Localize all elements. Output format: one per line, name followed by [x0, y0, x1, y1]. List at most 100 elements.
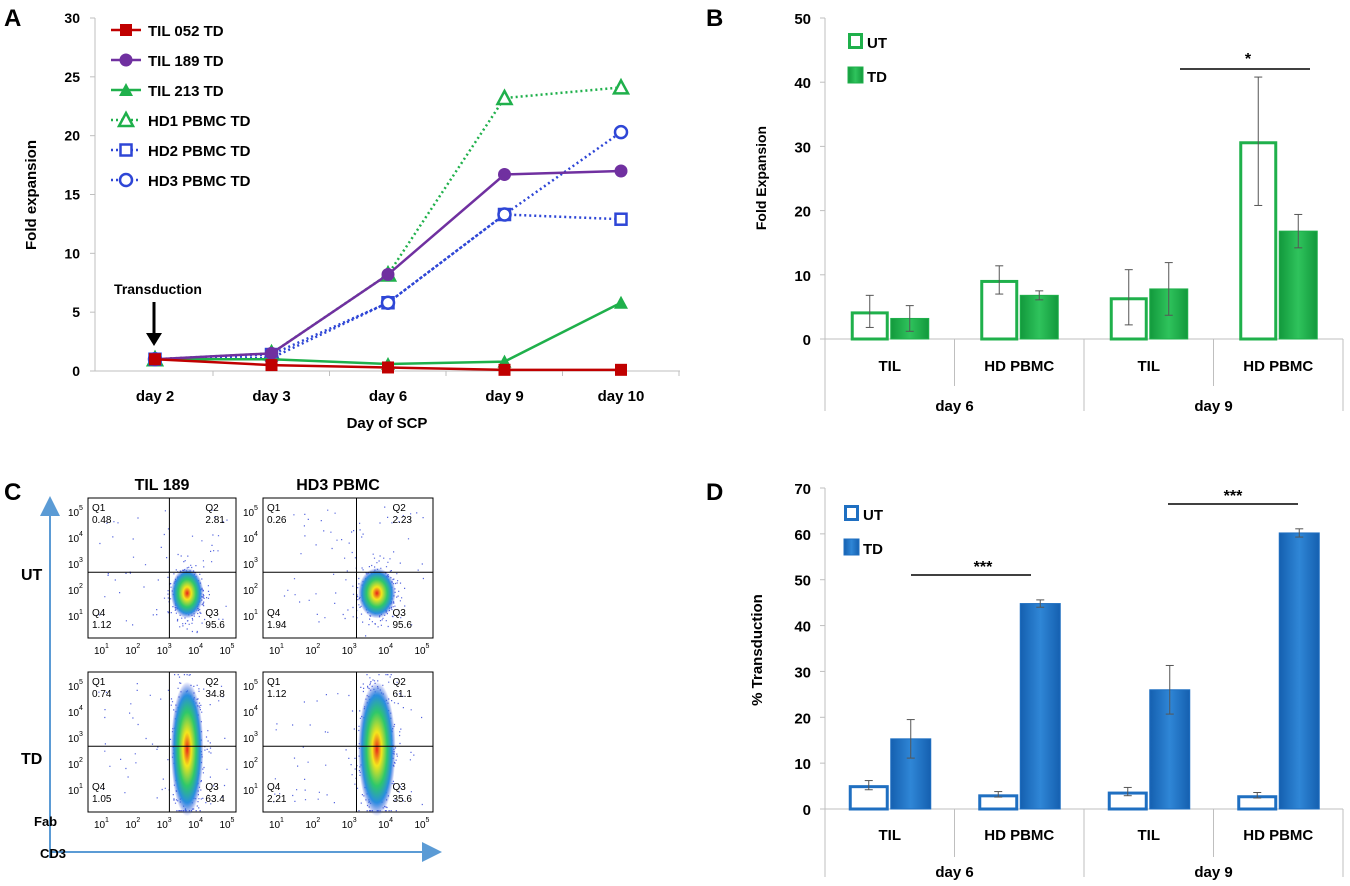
data-point [149, 353, 161, 366]
flow-x-tick: 10 [378, 646, 390, 657]
flow-y-tick-exponent: 2 [254, 757, 258, 764]
quadrant-label: Q1 [267, 503, 281, 514]
data-point [498, 167, 511, 181]
flow-y-tick: 10 [243, 786, 255, 797]
flow-y-tick-exponent: 2 [254, 583, 258, 590]
flow-y-tick-exponent: 4 [79, 705, 83, 712]
flow-x-tick: 10 [305, 820, 317, 831]
panel-a-x-tick: day 2 [136, 388, 174, 405]
panel-a-line-chart: A 0 5 10 15 20 25 30 day 2 day 3 day 6 day 9 day 1… [4, 5, 680, 432]
flow-x-tick-exponent: 2 [136, 643, 140, 650]
legend-marker [120, 24, 132, 36]
flow-x-tick-exponent: 3 [168, 643, 172, 650]
flow-y-tick-exponent: 5 [79, 679, 83, 686]
panel-b-category-label: TIL [879, 358, 902, 375]
panel-b-letter: B [706, 5, 723, 32]
quadrant-label: 34.8 [205, 689, 225, 700]
flow-y-tick: 10 [243, 612, 255, 623]
flow-x-tick: 10 [188, 820, 200, 831]
flow-x-tick: 10 [269, 820, 281, 831]
flow-y-tick: 10 [68, 708, 80, 719]
legend-marker [119, 83, 133, 96]
legend-swatch-td [843, 538, 860, 556]
legend-marker [118, 172, 134, 188]
flow-x-tick: 10 [125, 646, 137, 657]
panel-b-group-label: day 9 [1194, 398, 1232, 415]
quadrant-label: 95.6 [205, 620, 225, 631]
flow-x-tick: 10 [342, 646, 354, 657]
panel-d-y-label: % Transduction [749, 594, 766, 706]
flow-x-tick: 10 [378, 820, 390, 831]
panel-a-x-tick: day 9 [485, 388, 523, 405]
series-line-hd3-pbmc-td [154, 131, 622, 361]
transduction-arrow-head [146, 333, 162, 346]
flow-y-tick-exponent: 5 [79, 505, 83, 512]
panel-a-y-tick: 25 [64, 69, 80, 85]
fab-axis-label: Fab [34, 814, 57, 829]
quadrant-label: Q3 [205, 608, 219, 619]
panel-d-group-label: day 9 [1194, 864, 1232, 881]
flow-y-tick-exponent: 2 [79, 757, 83, 764]
panel-b-y-tick: 40 [794, 75, 811, 92]
flow-plot-frame [262, 497, 434, 639]
legend-label: TD [867, 69, 887, 86]
panel-a-y-tick: 15 [64, 187, 80, 203]
flow-y-tick-exponent: 1 [79, 783, 83, 790]
panel-a-y-tick: 20 [64, 128, 80, 144]
significance-marker-day6: *** [974, 559, 993, 576]
quadrant-label: Q3 [393, 608, 407, 619]
panel-b-y-tick: 20 [794, 204, 811, 221]
flow-x-tick-exponent: 5 [230, 817, 234, 824]
flow-y-tick: 10 [68, 560, 80, 571]
quadrant-label: 0.26 [267, 515, 287, 526]
row-label-td: TD [21, 751, 42, 768]
transduction-annotation: Transduction [114, 281, 202, 297]
flow-y-tick-exponent: 3 [254, 557, 258, 564]
quadrant-label: Q2 [205, 503, 219, 514]
quadrant-label: 63.4 [205, 794, 225, 805]
panel-b-y-tick: 0 [803, 332, 811, 349]
flow-y-tick: 10 [243, 760, 255, 771]
quadrant-label: 1.94 [267, 620, 287, 631]
flow-x-tick-exponent: 3 [353, 817, 357, 824]
flow-x-tick-exponent: 5 [425, 643, 429, 650]
col-title-til189: TIL 189 [135, 477, 190, 494]
flow-y-tick-exponent: 5 [254, 505, 258, 512]
flow-x-tick-exponent: 5 [425, 817, 429, 824]
flow-y-tick-exponent: 2 [79, 583, 83, 590]
data-point [615, 363, 627, 376]
quadrant-label: Q4 [267, 782, 281, 793]
flow-y-tick: 10 [68, 534, 80, 545]
panel-d-bar-chart: D % Transduction 0 10 20 30 40 50 60 70 TIL HD PB… [706, 479, 1344, 881]
flow-x-tick-exponent: 3 [168, 817, 172, 824]
panel-a-x-label: Day of SCP [347, 415, 428, 432]
flow-y-tick: 10 [243, 534, 255, 545]
flow-x-tick: 10 [414, 820, 426, 831]
legend-swatch-ut [844, 505, 859, 521]
data-point [265, 359, 278, 372]
panel-c-letter: C [4, 479, 21, 506]
panel-b-group-label: day 6 [935, 398, 973, 415]
quadrant-label: Q4 [92, 608, 106, 619]
data-point [614, 164, 628, 178]
legend-marker [116, 110, 136, 128]
quadrant-label: Q3 [205, 782, 219, 793]
flow-y-tick-exponent: 3 [254, 731, 258, 738]
flow-y-tick: 10 [243, 708, 255, 719]
quadrant-label: Q3 [393, 782, 407, 793]
quadrant-label: 0.48 [92, 515, 112, 526]
flow-x-tick-exponent: 2 [316, 817, 320, 824]
panel-b-y-tick: 30 [794, 139, 811, 156]
quadrant-label: 0.74 [92, 689, 112, 700]
flow-x-tick-exponent: 1 [280, 643, 284, 650]
flow-x-tick: 10 [219, 646, 231, 657]
legend-label: UT [867, 35, 887, 52]
panel-a-y-tick: 30 [64, 10, 80, 26]
flow-y-tick: 10 [68, 682, 80, 693]
flow-x-tick-exponent: 4 [199, 817, 203, 824]
flow-x-tick: 10 [414, 646, 426, 657]
panel-d-y-tick: 30 [794, 664, 811, 681]
data-point [498, 363, 511, 376]
